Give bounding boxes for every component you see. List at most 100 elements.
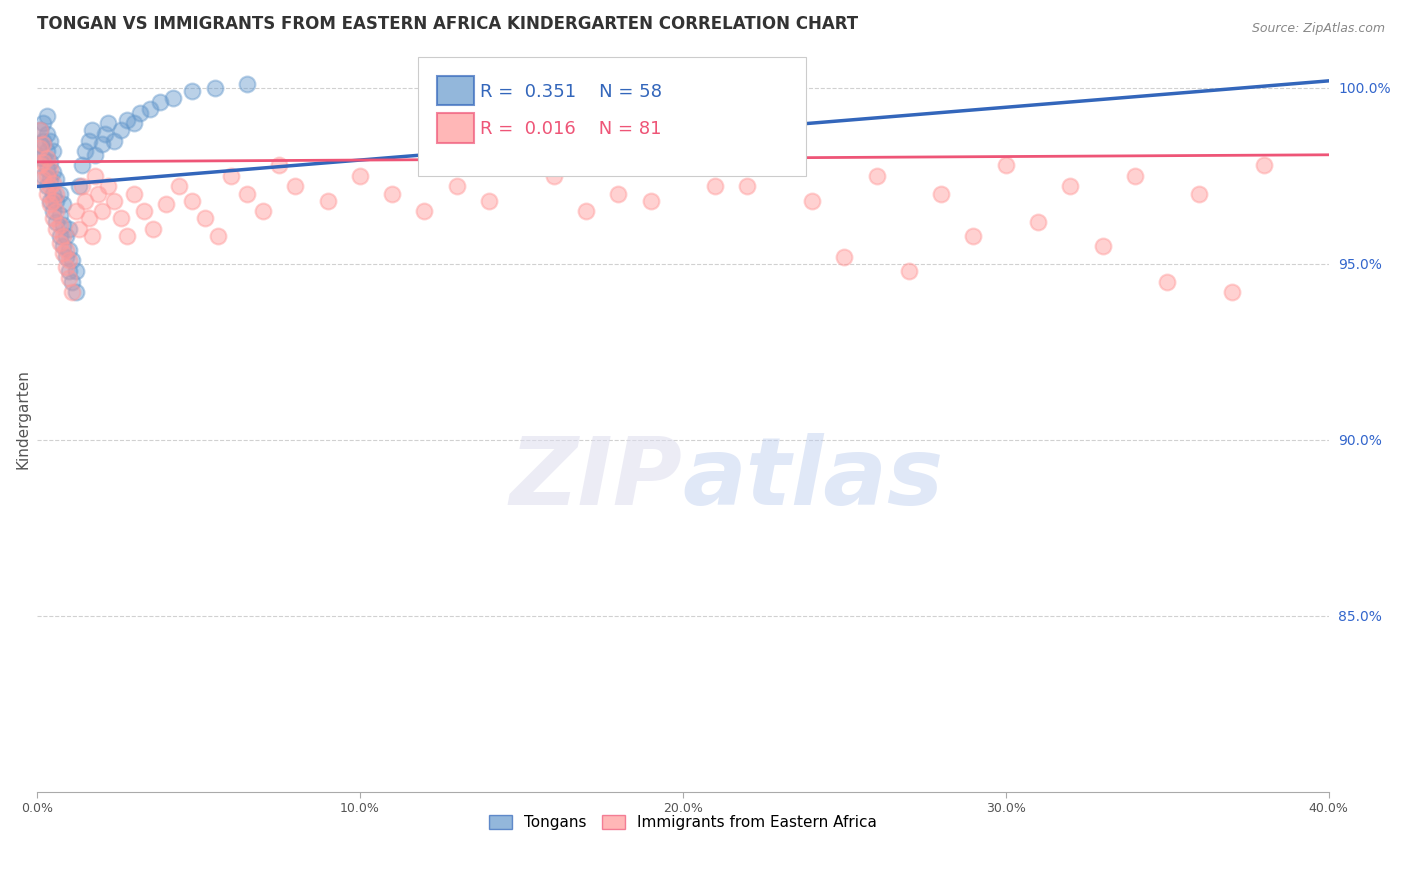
Point <box>42 165 65 179</box>
Point <box>38 179 60 194</box>
Point <box>30 158 52 172</box>
FancyBboxPatch shape <box>437 112 474 143</box>
Point <box>962 228 984 243</box>
FancyBboxPatch shape <box>437 76 474 105</box>
Point <box>38 194 60 208</box>
Text: atlas: atlas <box>683 433 943 524</box>
Point <box>1188 186 1211 201</box>
Point <box>284 179 307 194</box>
Point <box>42 194 65 208</box>
Point <box>45 204 67 219</box>
Point <box>55 250 77 264</box>
Point <box>252 204 274 219</box>
Point <box>52 246 75 260</box>
Point <box>35 109 58 123</box>
Point <box>1220 285 1243 299</box>
Point <box>97 179 120 194</box>
Point <box>55 243 77 257</box>
Point <box>110 123 132 137</box>
Point <box>77 211 100 226</box>
Point <box>35 161 58 176</box>
Point <box>45 221 67 235</box>
Point <box>117 228 139 243</box>
Point <box>103 194 125 208</box>
Point <box>167 179 190 194</box>
Legend: Tongans, Immigrants from Eastern Africa: Tongans, Immigrants from Eastern Africa <box>482 809 883 837</box>
Point <box>994 158 1017 172</box>
Point <box>236 78 259 92</box>
Point <box>122 116 145 130</box>
Point <box>55 260 77 275</box>
Point <box>269 158 291 172</box>
Text: TONGAN VS IMMIGRANTS FROM EASTERN AFRICA KINDERGARTEN CORRELATION CHART: TONGAN VS IMMIGRANTS FROM EASTERN AFRICA… <box>37 15 858 33</box>
Point <box>1123 169 1146 183</box>
Point <box>42 176 65 190</box>
Point <box>42 145 65 159</box>
Point <box>1091 239 1114 253</box>
Point <box>75 145 97 159</box>
Point <box>640 194 662 208</box>
Point <box>207 228 229 243</box>
Point <box>30 141 52 155</box>
Point <box>30 123 52 137</box>
Point <box>97 116 120 130</box>
Point <box>42 204 65 219</box>
Point <box>35 151 58 165</box>
Point <box>929 186 952 201</box>
Point <box>219 169 242 183</box>
Point <box>75 194 97 208</box>
Point <box>117 112 139 127</box>
Point <box>110 211 132 226</box>
Point <box>316 194 339 208</box>
Point <box>1253 158 1275 172</box>
Point <box>38 134 60 148</box>
Point <box>58 271 80 285</box>
Point <box>575 204 598 219</box>
Point <box>607 186 630 201</box>
Point <box>32 151 55 165</box>
Point <box>704 179 727 194</box>
Point <box>32 134 55 148</box>
Point <box>55 228 77 243</box>
Point <box>32 172 55 186</box>
Point <box>58 264 80 278</box>
Point <box>30 137 52 152</box>
Point <box>58 253 80 268</box>
Point <box>65 204 87 219</box>
Point <box>62 253 84 268</box>
Point <box>32 169 55 183</box>
Point <box>801 194 824 208</box>
Point <box>52 197 75 211</box>
Point <box>67 221 90 235</box>
Point <box>48 208 70 222</box>
Point <box>45 194 67 208</box>
Text: ZIP: ZIP <box>510 433 683 524</box>
Point <box>30 123 52 137</box>
FancyBboxPatch shape <box>418 57 806 177</box>
Point <box>52 228 75 243</box>
Point <box>194 211 217 226</box>
Point <box>132 204 155 219</box>
Point <box>122 186 145 201</box>
Point <box>48 186 70 201</box>
Point <box>349 169 371 183</box>
Point <box>58 243 80 257</box>
Point <box>832 250 855 264</box>
Point <box>80 228 103 243</box>
Point <box>80 123 103 137</box>
Point <box>35 145 58 159</box>
Point <box>90 137 112 152</box>
Point <box>70 179 93 194</box>
Point <box>45 186 67 201</box>
Point <box>70 158 93 172</box>
Point <box>155 197 177 211</box>
Point <box>65 264 87 278</box>
Point <box>35 186 58 201</box>
Point <box>45 172 67 186</box>
Point <box>35 127 58 141</box>
Point <box>897 264 920 278</box>
Point <box>62 275 84 289</box>
Point <box>90 204 112 219</box>
Point <box>1026 215 1049 229</box>
Point <box>38 197 60 211</box>
